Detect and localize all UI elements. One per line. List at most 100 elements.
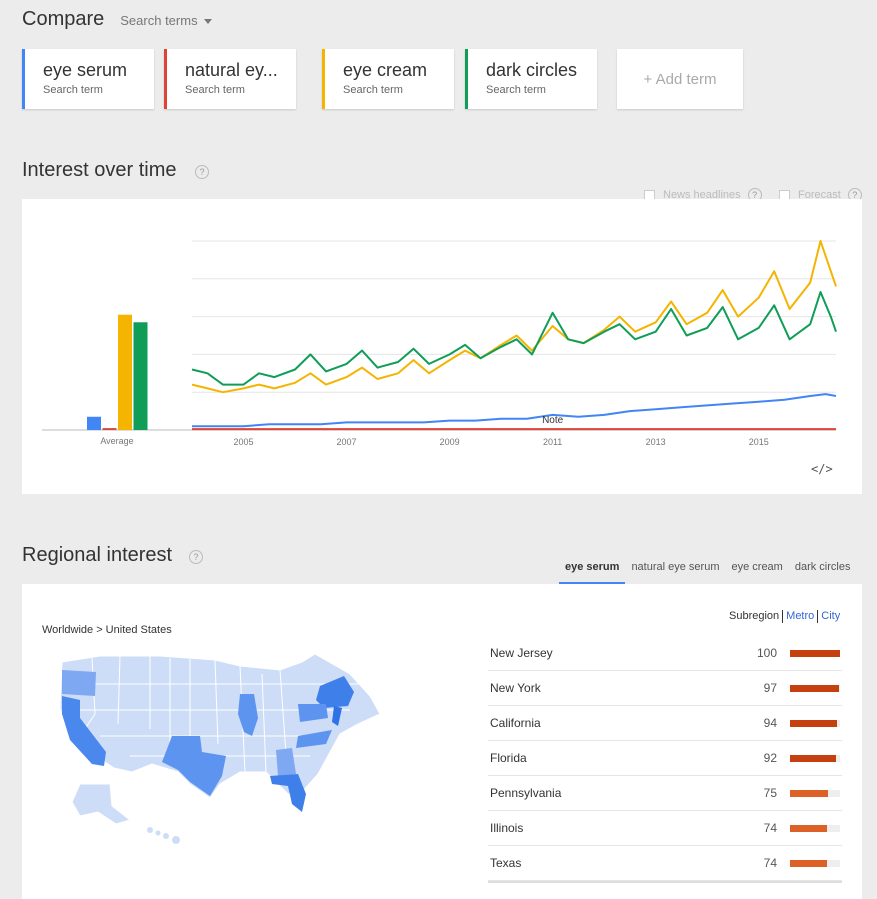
term-subtitle: Search term bbox=[185, 84, 245, 96]
term-subtitle: Search term bbox=[43, 84, 103, 96]
table-row[interactable]: Florida 92 bbox=[488, 741, 842, 776]
region-bar-fill bbox=[790, 649, 840, 657]
state-new-jersey bbox=[332, 706, 342, 726]
resolution-selector: Subregion Metro City bbox=[729, 610, 840, 623]
region-bar bbox=[790, 789, 840, 797]
average-bar[interactable] bbox=[133, 322, 148, 430]
table-row[interactable]: New Jersey 100 bbox=[488, 636, 842, 671]
x-tick-label: 2015 bbox=[749, 437, 769, 447]
state-illinois bbox=[238, 694, 258, 736]
term-subtitle: Search term bbox=[343, 84, 403, 96]
table-row[interactable]: Pennsylvania 75 bbox=[488, 776, 842, 811]
state-north-carolina bbox=[296, 730, 332, 748]
table-row[interactable]: California 94 bbox=[488, 706, 842, 741]
term-card-dark-circles[interactable]: dark circles Search term bbox=[465, 49, 597, 109]
add-term-button[interactable]: + Add term bbox=[617, 49, 743, 109]
news-headlines-label: News headlines bbox=[663, 189, 741, 201]
state-georgia bbox=[276, 748, 296, 776]
region-ranking-list: New Jersey 100 New York 97 California 94… bbox=[488, 636, 842, 883]
table-row[interactable]: Illinois 74 bbox=[488, 811, 842, 846]
breadcrumb[interactable]: Worldwide > United States bbox=[42, 624, 172, 636]
region-bar-fill bbox=[790, 789, 828, 797]
region-bar-fill bbox=[790, 719, 837, 727]
x-tick-label: 2005 bbox=[234, 437, 254, 447]
x-tick-label: 2013 bbox=[646, 437, 666, 447]
table-row[interactable]: Texas 74 bbox=[488, 846, 842, 881]
term-card-eye-cream[interactable]: eye cream Search term bbox=[322, 49, 454, 109]
caret-down-icon bbox=[203, 19, 212, 25]
series-line[interactable] bbox=[191, 240, 837, 394]
regional-panel bbox=[22, 584, 862, 899]
us-map-base bbox=[59, 653, 381, 799]
region-value: 94 bbox=[763, 716, 777, 730]
regional-interest-title: Regional interest bbox=[22, 544, 173, 566]
region-value: 100 bbox=[756, 646, 777, 660]
interest-over-time-title: Interest over time bbox=[22, 159, 177, 181]
region-bar bbox=[790, 859, 840, 867]
region-name: Texas bbox=[490, 856, 522, 870]
divider bbox=[817, 610, 819, 623]
region-bar bbox=[790, 824, 840, 832]
term-name: natural ey... bbox=[185, 60, 278, 80]
tab-natural-eye-serum[interactable]: natural eye serum bbox=[631, 561, 720, 573]
region-name: Pennsylvania bbox=[490, 786, 562, 800]
average-bar[interactable] bbox=[118, 314, 132, 430]
state-texas bbox=[162, 736, 226, 796]
series-line[interactable] bbox=[192, 393, 837, 428]
x-tick-label: 2007 bbox=[337, 437, 357, 447]
forecast-toggle[interactable]: Forecast ? bbox=[779, 188, 862, 202]
term-card-eye-serum[interactable]: eye serum Search term bbox=[22, 49, 154, 109]
tab-eye-serum[interactable]: eye serum bbox=[559, 561, 626, 584]
term-card-natural-eye-serum[interactable]: natural ey... Search term bbox=[164, 49, 296, 109]
us-map[interactable] bbox=[40, 644, 400, 894]
state-california bbox=[62, 696, 106, 766]
x-tick-label: 2009 bbox=[440, 437, 460, 447]
metro-option[interactable]: Metro bbox=[786, 610, 815, 622]
city-option[interactable]: City bbox=[821, 610, 841, 622]
help-icon[interactable]: ? bbox=[195, 165, 209, 179]
region-bar bbox=[790, 649, 840, 657]
term-subtitle: Search term bbox=[486, 84, 546, 96]
tab-eye-cream[interactable]: eye cream bbox=[731, 561, 783, 573]
region-name: New York bbox=[490, 681, 541, 695]
region-name: New Jersey bbox=[490, 646, 553, 660]
series-line[interactable] bbox=[191, 291, 837, 386]
region-name: Florida bbox=[490, 751, 527, 765]
state-florida bbox=[270, 774, 306, 812]
region-bar bbox=[790, 684, 840, 692]
region-name: Illinois bbox=[490, 821, 524, 835]
term-name: dark circles bbox=[486, 60, 578, 80]
chart-note-annotation[interactable]: Note bbox=[542, 415, 564, 426]
region-value: 92 bbox=[763, 751, 777, 765]
state-oregon bbox=[62, 670, 96, 696]
help-icon[interactable]: ? bbox=[189, 550, 203, 564]
x-tick-label: 2011 bbox=[543, 437, 562, 447]
embed-code-icon[interactable]: </> bbox=[811, 462, 833, 476]
region-bar-fill bbox=[790, 684, 839, 692]
region-bar-fill bbox=[790, 754, 836, 762]
state-alaska bbox=[71, 783, 132, 825]
interest-over-time-chart: 2005 2007 2009 2011 2013 2015 Average Note bbox=[42, 240, 837, 447]
compare-header: Compare Search terms bbox=[22, 8, 212, 32]
average-bar[interactable] bbox=[87, 416, 101, 430]
subregion-option[interactable]: Subregion bbox=[729, 610, 780, 622]
region-value: 74 bbox=[763, 821, 777, 835]
divider bbox=[488, 881, 842, 883]
state-new-york bbox=[316, 676, 354, 708]
region-value: 74 bbox=[763, 856, 777, 870]
region-bar-fill bbox=[790, 824, 827, 832]
average-bar[interactable] bbox=[102, 428, 117, 430]
search-terms-dropdown[interactable]: Search terms bbox=[120, 13, 212, 28]
state-hawaii bbox=[147, 827, 180, 844]
divider bbox=[782, 610, 784, 623]
term-name: eye cream bbox=[343, 60, 428, 80]
table-row[interactable]: New York 97 bbox=[488, 671, 842, 706]
region-value: 75 bbox=[763, 786, 777, 800]
region-bar-fill bbox=[790, 859, 827, 867]
interest-chart-panel: 2005 2007 2009 2011 2013 2015 Average Note bbox=[22, 199, 862, 494]
region-value: 97 bbox=[763, 681, 777, 695]
region-bar bbox=[790, 754, 840, 762]
average-label: Average bbox=[100, 436, 133, 446]
region-name: California bbox=[490, 716, 541, 730]
tab-dark-circles[interactable]: dark circles bbox=[794, 561, 851, 573]
